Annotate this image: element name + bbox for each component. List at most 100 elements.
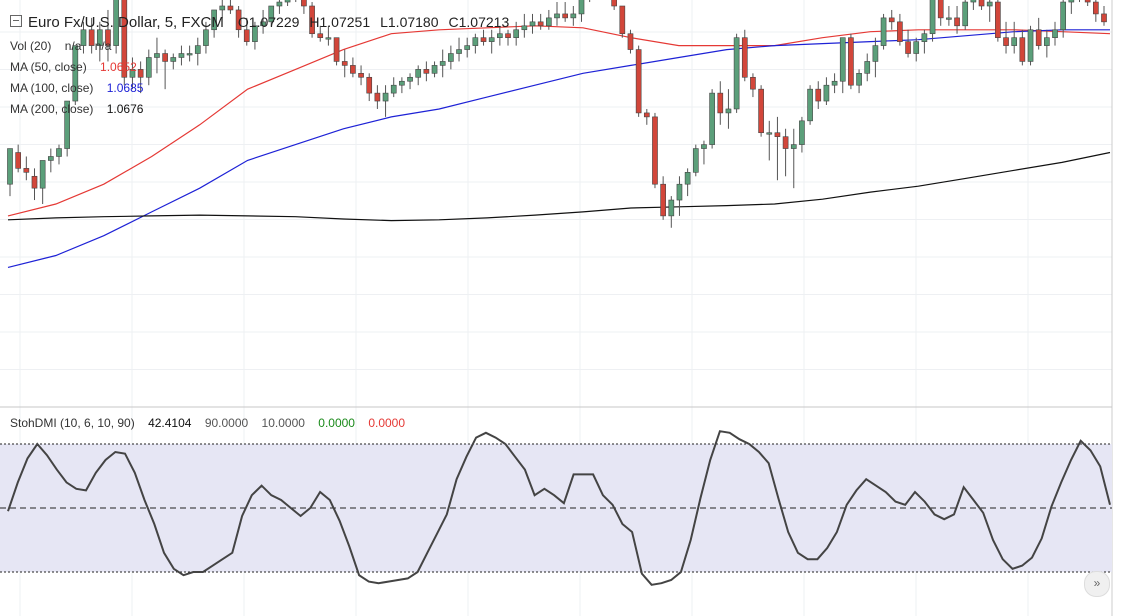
candle-body bbox=[929, 0, 936, 35]
ma100-legend[interactable]: MA (100, close) 1.0685 bbox=[10, 81, 143, 95]
candle-body bbox=[129, 69, 136, 78]
candle-body bbox=[937, 0, 944, 19]
candle-body bbox=[946, 17, 952, 20]
candle-body bbox=[15, 152, 21, 169]
candle-body bbox=[472, 37, 479, 46]
candle-body bbox=[660, 183, 666, 217]
symbol-title: Euro Fx/U.S. Dollar, 5, FXCM bbox=[28, 14, 224, 31]
candle-body bbox=[219, 5, 226, 11]
candle-body bbox=[88, 29, 95, 46]
low-value: L1.07180 bbox=[380, 14, 439, 30]
candle-body bbox=[39, 160, 46, 189]
candle-body bbox=[252, 25, 258, 42]
candle-body bbox=[1101, 13, 1107, 23]
candle-body bbox=[64, 100, 70, 149]
candle-body bbox=[570, 13, 577, 19]
candle-body bbox=[1052, 29, 1058, 38]
candle-body bbox=[986, 1, 993, 7]
candle-body bbox=[905, 41, 911, 54]
candle-body bbox=[497, 33, 503, 38]
candle-body bbox=[284, 0, 291, 3]
candle-body bbox=[56, 148, 62, 157]
candle-body bbox=[1035, 29, 1042, 46]
vol-legend[interactable]: Vol (20) n/a n/a bbox=[10, 39, 111, 53]
scroll-to-realtime-button[interactable]: » bbox=[1084, 571, 1110, 597]
candle-body bbox=[194, 45, 201, 54]
ohlc-values: O1.07229 H1.07251 L1.07180 C1.07213 bbox=[238, 14, 519, 30]
candle-body bbox=[782, 136, 789, 149]
candle-body bbox=[848, 37, 854, 86]
candle-body bbox=[970, 0, 977, 3]
candle-body bbox=[750, 76, 756, 90]
candle-body bbox=[1060, 1, 1067, 31]
candle-body bbox=[872, 45, 879, 62]
candle-body bbox=[268, 5, 275, 23]
candle-body bbox=[1068, 0, 1075, 3]
vol-value-1: n/a bbox=[64, 39, 82, 53]
stoch-legend[interactable]: StohDMI (10, 6, 10, 90) 42.4104 90.0000 … bbox=[10, 416, 415, 430]
candle-body bbox=[1019, 37, 1026, 62]
candle-body bbox=[1084, 0, 1091, 3]
ma50-label: MA (50, close) bbox=[10, 60, 87, 74]
candle-body bbox=[652, 116, 658, 185]
candle-body bbox=[154, 53, 160, 58]
stoch-line bbox=[7, 430, 1111, 586]
candle-body bbox=[203, 29, 209, 46]
candle-body bbox=[382, 92, 389, 102]
candle-body bbox=[260, 21, 266, 27]
candle-body bbox=[611, 0, 617, 7]
candle-body bbox=[546, 17, 552, 27]
candle-body bbox=[733, 37, 740, 110]
ma200-legend[interactable]: MA (200, close) 1.0676 bbox=[10, 102, 143, 116]
candle-body bbox=[962, 1, 969, 27]
candle-body bbox=[790, 144, 797, 149]
candle-body bbox=[113, 0, 119, 46]
candle-body bbox=[1003, 37, 1009, 46]
candle-body bbox=[913, 41, 920, 54]
ma200-label: MA (200, close) bbox=[10, 102, 94, 116]
candle-body bbox=[137, 69, 144, 78]
candle-body bbox=[186, 53, 193, 56]
candle-body bbox=[676, 183, 683, 201]
candle-body bbox=[374, 92, 381, 102]
candle-body bbox=[864, 61, 871, 74]
candle-body bbox=[856, 73, 862, 86]
candle-body bbox=[341, 61, 348, 66]
candle-body bbox=[399, 80, 405, 86]
candle-body bbox=[464, 45, 471, 50]
candle-body bbox=[317, 33, 324, 38]
candle-body bbox=[162, 53, 168, 62]
candle-body bbox=[448, 53, 454, 62]
candle-body bbox=[415, 69, 422, 78]
candle-body bbox=[1093, 1, 1099, 15]
vol-value-2: n/a bbox=[94, 39, 112, 53]
candle-body bbox=[692, 148, 699, 173]
candle-body bbox=[880, 17, 887, 46]
candle-body bbox=[815, 88, 822, 102]
candle-body bbox=[684, 172, 691, 185]
stoch-value-4: 0.0000 bbox=[318, 416, 355, 430]
candle-body bbox=[799, 120, 805, 145]
candle-body bbox=[31, 175, 38, 189]
candle-body bbox=[954, 17, 960, 27]
candle-body bbox=[333, 37, 340, 62]
symbol-header: Euro Fx/U.S. Dollar, 5, FXCM O1.07229 H1.0… bbox=[10, 14, 519, 31]
candle-body bbox=[554, 13, 560, 19]
candle-body bbox=[578, 0, 585, 15]
candle-body bbox=[301, 0, 307, 7]
double-chevron-right-icon: » bbox=[1093, 576, 1101, 590]
candle-body bbox=[170, 57, 177, 62]
candle-body bbox=[211, 9, 217, 31]
candle-body bbox=[96, 29, 103, 46]
candle-body bbox=[1011, 37, 1018, 46]
candle-body bbox=[668, 199, 675, 217]
collapse-icon[interactable] bbox=[10, 15, 22, 27]
candle-body bbox=[423, 69, 430, 74]
candle-body bbox=[562, 13, 568, 19]
candle-body bbox=[758, 88, 764, 134]
ma50-legend[interactable]: MA (50, close) 1.0652 bbox=[10, 60, 137, 74]
candle-body bbox=[513, 29, 520, 38]
candle-body bbox=[366, 76, 373, 94]
